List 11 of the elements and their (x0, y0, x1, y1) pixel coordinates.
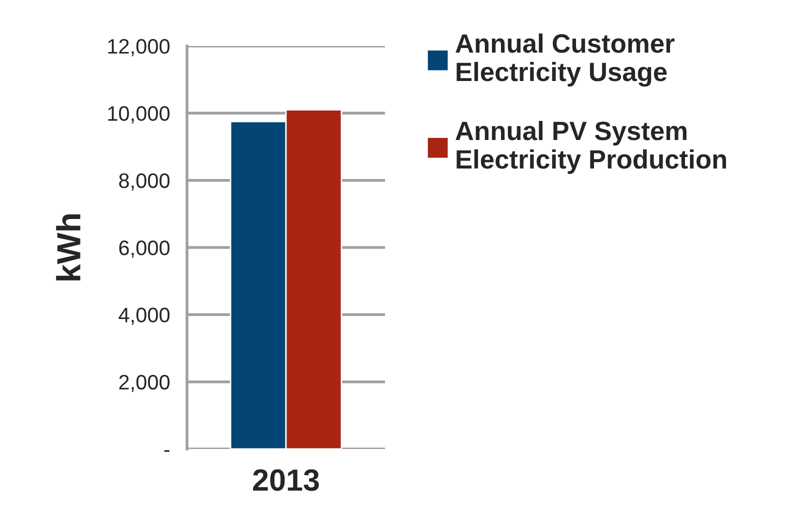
y-tick-label: 4,000 (118, 308, 170, 325)
y-tick-label: - (164, 450, 170, 452)
legend-label: Annual Customer Electricity Usage (456, 33, 674, 87)
y-axis-title: kWh (56, 214, 80, 280)
legend-label: Annual PV System Electricity Production (456, 120, 726, 174)
y-tick-label: 6,000 (119, 240, 170, 258)
y-tick-label: 12,000 (108, 39, 170, 56)
y-tick-label: 10,000 (108, 106, 170, 124)
y-tick-label: 2,000 (119, 374, 170, 392)
y-tick-label: 8,000 (119, 173, 170, 191)
x-tick-label: 2013 (253, 469, 319, 491)
